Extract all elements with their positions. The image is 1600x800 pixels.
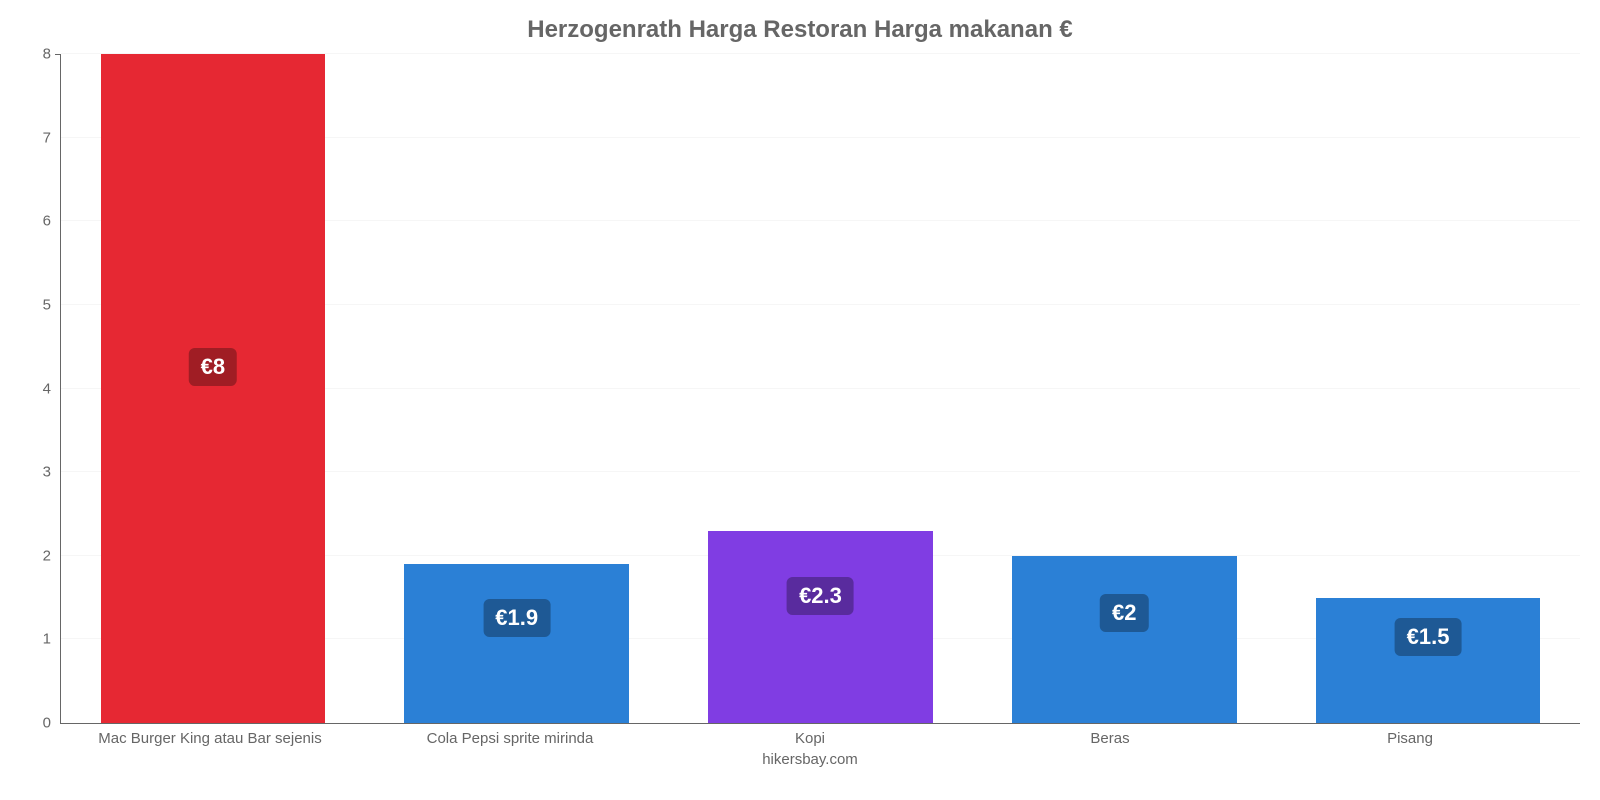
bar-slot: €2 — [972, 54, 1276, 723]
bar: €2.3 — [708, 531, 933, 723]
y-tick-label: 0 — [43, 715, 51, 732]
bar-slot: €1.5 — [1276, 54, 1580, 723]
bar: €2 — [1012, 556, 1237, 723]
x-tick-label: Kopi — [660, 724, 960, 747]
x-tick-label: Mac Burger King atau Bar sejenis — [60, 724, 360, 747]
credit-text: hikersbay.com — [60, 747, 1560, 768]
value-pill: €2.3 — [787, 577, 854, 615]
bar: €1.9 — [404, 564, 629, 723]
x-axis-labels: Mac Burger King atau Bar sejenisCola Pep… — [60, 724, 1560, 747]
plot-area: 012345678 €8€1.9€2.3€2€1.5 — [60, 54, 1580, 724]
chart-title: Herzogenrath Harga Restoran Harga makana… — [40, 16, 1560, 44]
value-pill: €2 — [1100, 594, 1148, 632]
y-tick-label: 5 — [43, 296, 51, 313]
y-tick-label: 8 — [43, 46, 51, 63]
bar: €1.5 — [1316, 598, 1541, 723]
value-pill: €1.9 — [483, 599, 550, 637]
y-tick-label: 4 — [43, 380, 51, 397]
value-pill: €8 — [189, 348, 237, 386]
bar-slot: €8 — [61, 54, 365, 723]
y-tick-label: 3 — [43, 464, 51, 481]
x-tick-label: Pisang — [1260, 724, 1560, 747]
bars-container: €8 €1.9 €2.3 €2 €1.5 — [61, 54, 1580, 723]
bar: €8 — [101, 54, 326, 723]
y-tick-label: 1 — [43, 631, 51, 648]
x-tick-label: Cola Pepsi sprite mirinda — [360, 724, 660, 747]
y-tick-label: 7 — [43, 129, 51, 146]
bar-slot: €1.9 — [365, 54, 669, 723]
y-tick-label: 2 — [43, 547, 51, 564]
bar-slot: €2.3 — [669, 54, 973, 723]
value-pill: €1.5 — [1395, 618, 1462, 656]
x-tick-label: Beras — [960, 724, 1260, 747]
y-tick-label: 6 — [43, 213, 51, 230]
bar-chart: Herzogenrath Harga Restoran Harga makana… — [0, 0, 1600, 800]
